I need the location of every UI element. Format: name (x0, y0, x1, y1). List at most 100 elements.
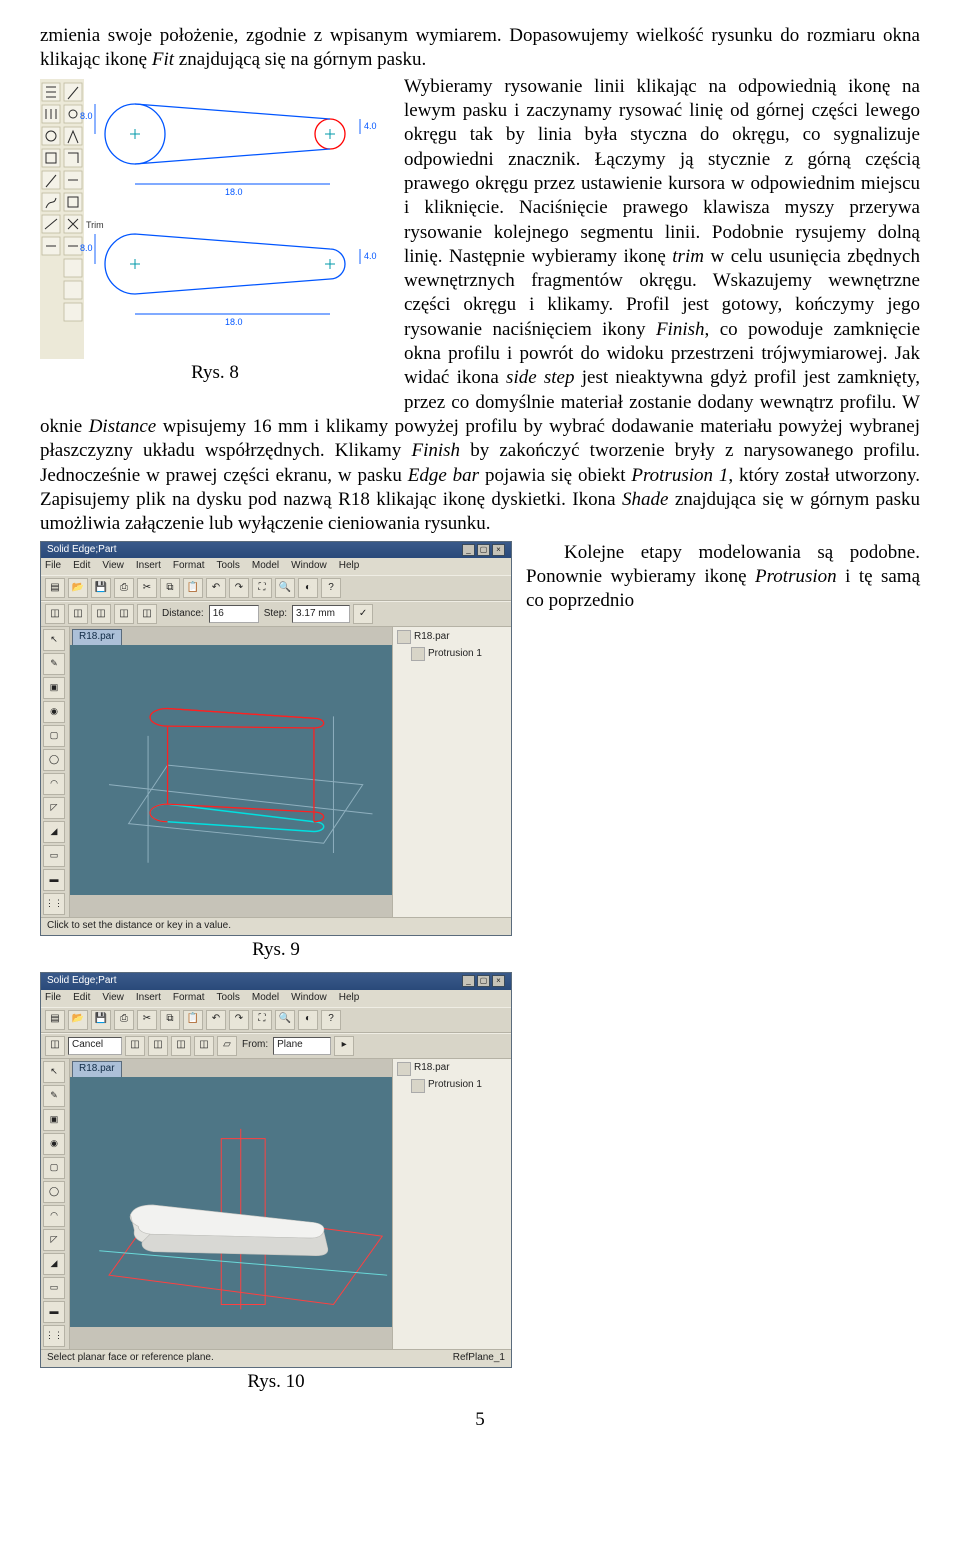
menubar[interactable]: File Edit View Insert Format Tools Model… (41, 558, 511, 575)
canvas-10[interactable] (70, 1077, 392, 1327)
copy-icon[interactable]: ⧉ (160, 1010, 180, 1030)
chamfer-icon[interactable]: ◸ (43, 1229, 65, 1251)
step2-icon[interactable]: ◫ (125, 1036, 145, 1056)
menu-file[interactable]: File (45, 560, 61, 573)
step1-icon[interactable]: ◫ (45, 1036, 65, 1056)
step3-icon[interactable]: ◫ (148, 1036, 168, 1056)
vertical-toolbar[interactable]: ↖ ✎ ▣ ◉ ▢ ◯ ◠ ◸ ◢ ▭ ▬ ⋮⋮ (41, 627, 70, 917)
protrusion-icon[interactable]: ▣ (43, 1109, 65, 1131)
toolbar-main[interactable]: ▤ 📂 💾 ⎙ ✂ ⧉ 📋 ↶ ↷ ⛶ 🔍 ◐ ? (41, 575, 511, 601)
undo-icon[interactable]: ↶ (206, 1010, 226, 1030)
menu-help[interactable]: Help (339, 992, 360, 1005)
menu-insert[interactable]: Insert (136, 560, 161, 573)
menu-edit[interactable]: Edit (73, 992, 90, 1005)
cutout-icon[interactable]: ▢ (43, 1157, 65, 1179)
protrusion-icon[interactable]: ▣ (43, 677, 65, 699)
edgebar-item-protrusion[interactable]: Protrusion 1 (397, 1079, 507, 1093)
chamfer-icon[interactable]: ◸ (43, 797, 65, 819)
cut-icon[interactable]: ✂ (137, 578, 157, 598)
sketch-icon[interactable]: ✎ (43, 1085, 65, 1107)
paste-icon[interactable]: 📋 (183, 578, 203, 598)
step5-icon[interactable]: ◫ (137, 604, 157, 624)
new-icon[interactable]: ▤ (45, 578, 65, 598)
menu-window[interactable]: Window (291, 560, 327, 573)
window-buttons[interactable]: _▢× (460, 975, 505, 988)
menu-view[interactable]: View (102, 992, 124, 1005)
cancel-button[interactable]: Cancel (68, 1037, 122, 1055)
thin-icon[interactable]: ▭ (43, 845, 65, 867)
step5-icon[interactable]: ◫ (194, 1036, 214, 1056)
select-icon[interactable]: ↖ (43, 629, 65, 651)
shade-icon[interactable]: ◐ (298, 1010, 318, 1030)
edgebar-item-protrusion[interactable]: Protrusion 1 (397, 647, 507, 661)
help-icon[interactable]: ? (321, 1010, 341, 1030)
draft-icon[interactable]: ◢ (43, 1253, 65, 1275)
round-icon[interactable]: ◠ (43, 1205, 65, 1227)
menu-model[interactable]: Model (252, 992, 279, 1005)
save-icon[interactable]: 💾 (91, 578, 111, 598)
new-icon[interactable]: ▤ (45, 1010, 65, 1030)
redo-icon[interactable]: ↷ (229, 578, 249, 598)
thin-icon[interactable]: ▭ (43, 1277, 65, 1299)
vertical-toolbar[interactable]: ↖ ✎ ▣ ◉ ▢ ◯ ◠ ◸ ◢ ▭ ▬ ⋮⋮ (41, 1059, 70, 1349)
select-icon[interactable]: ↖ (43, 1061, 65, 1083)
menu-edit[interactable]: Edit (73, 560, 90, 573)
document-tab[interactable]: R18.par (72, 1061, 122, 1077)
toolbar-main[interactable]: ▤ 📂 💾 ⎙ ✂ ⧉ 📋 ↶ ↷ ⛶ 🔍 ◐ ? (41, 1007, 511, 1033)
menubar[interactable]: File Edit View Insert Format Tools Model… (41, 990, 511, 1007)
pattern-icon[interactable]: ⋮⋮ (43, 1325, 65, 1347)
cutout-icon[interactable]: ▢ (43, 725, 65, 747)
print-icon[interactable]: ⎙ (114, 578, 134, 598)
copy-icon[interactable]: ⧉ (160, 578, 180, 598)
step1-icon[interactable]: ◫ (45, 604, 65, 624)
step4-icon[interactable]: ◫ (114, 604, 134, 624)
distance-input[interactable]: 16 (209, 605, 259, 623)
window-buttons[interactable]: _▢× (460, 544, 505, 557)
rib-icon[interactable]: ▬ (43, 1301, 65, 1323)
edgebar-root[interactable]: R18.par (397, 1062, 507, 1076)
round-icon[interactable]: ◠ (43, 773, 65, 795)
finish-icon[interactable]: ✓ (353, 604, 373, 624)
from-input[interactable]: Plane (273, 1037, 331, 1055)
menu-tools[interactable]: Tools (217, 992, 240, 1005)
redo-icon[interactable]: ↷ (229, 1010, 249, 1030)
menu-view[interactable]: View (102, 560, 124, 573)
edgebar[interactable]: R18.par Protrusion 1 (392, 1059, 511, 1349)
plane-icon[interactable]: ▱ (217, 1036, 237, 1056)
menu-format[interactable]: Format (173, 560, 205, 573)
sketch-icon[interactable]: ✎ (43, 653, 65, 675)
menu-help[interactable]: Help (339, 560, 360, 573)
help-icon[interactable]: ? (321, 578, 341, 598)
zoom-icon[interactable]: 🔍 (275, 1010, 295, 1030)
fit-icon[interactable]: ⛶ (252, 1010, 272, 1030)
toolbar-ribbon-9[interactable]: ◫ ◫ ◫ ◫ ◫ Distance: 16 Step: 3.17 mm ✓ (41, 601, 511, 627)
document-tab[interactable]: R18.par (72, 629, 122, 645)
paste-icon[interactable]: 📋 (183, 1010, 203, 1030)
step3-icon[interactable]: ◫ (91, 604, 111, 624)
menu-file[interactable]: File (45, 992, 61, 1005)
step2-icon[interactable]: ◫ (68, 604, 88, 624)
undo-icon[interactable]: ↶ (206, 578, 226, 598)
zoom-icon[interactable]: 🔍 (275, 578, 295, 598)
shade-icon[interactable]: ◐ (298, 578, 318, 598)
edgebar[interactable]: R18.par Protrusion 1 (392, 627, 511, 917)
menu-model[interactable]: Model (252, 560, 279, 573)
draft-icon[interactable]: ◢ (43, 821, 65, 843)
revolve-icon[interactable]: ◉ (43, 1133, 65, 1155)
menu-tools[interactable]: Tools (217, 560, 240, 573)
go-icon[interactable]: ▸ (334, 1036, 354, 1056)
edgebar-root[interactable]: R18.par (397, 630, 507, 644)
hole-icon[interactable]: ◯ (43, 749, 65, 771)
print-icon[interactable]: ⎙ (114, 1010, 134, 1030)
cut-icon[interactable]: ✂ (137, 1010, 157, 1030)
open-icon[interactable]: 📂 (68, 1010, 88, 1030)
fit-icon[interactable]: ⛶ (252, 578, 272, 598)
menu-format[interactable]: Format (173, 992, 205, 1005)
pattern-icon[interactable]: ⋮⋮ (43, 893, 65, 915)
open-icon[interactable]: 📂 (68, 578, 88, 598)
revolve-icon[interactable]: ◉ (43, 701, 65, 723)
step-input[interactable]: 3.17 mm (292, 605, 350, 623)
save-icon[interactable]: 💾 (91, 1010, 111, 1030)
canvas-9[interactable] (70, 645, 392, 895)
rib-icon[interactable]: ▬ (43, 869, 65, 891)
